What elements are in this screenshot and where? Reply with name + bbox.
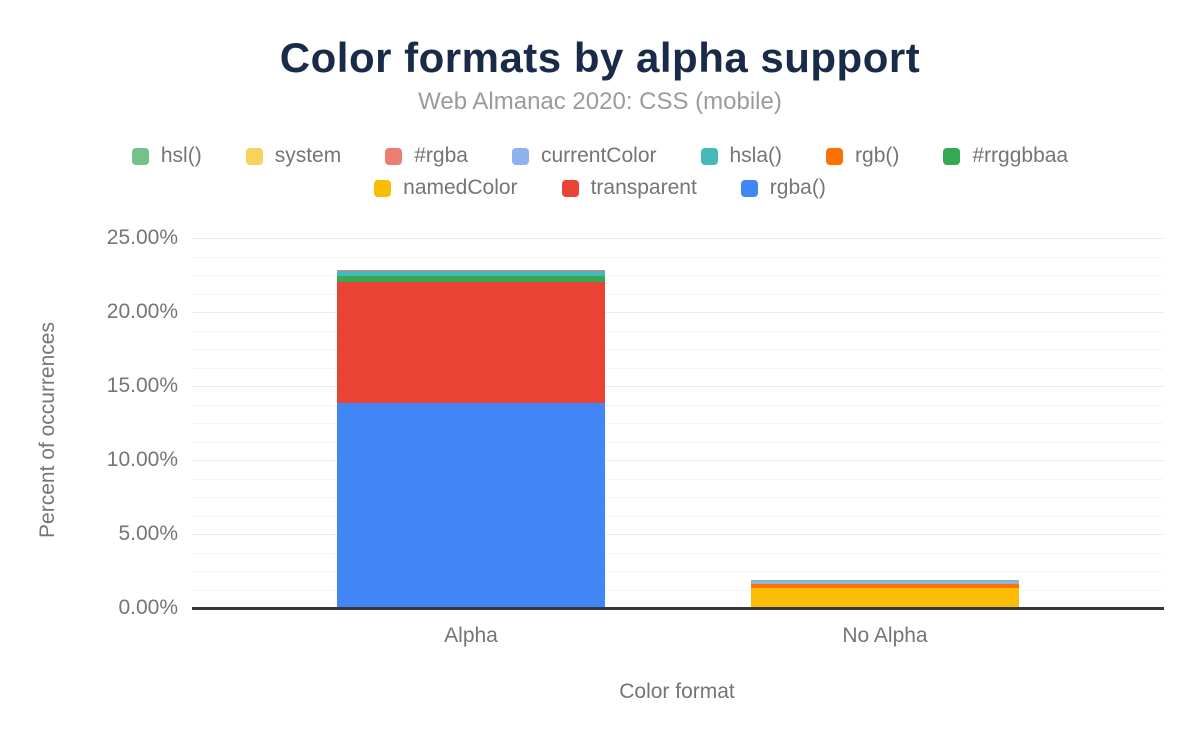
gridline-minor-8.75 [192, 478, 1164, 480]
gridline-minor-17.5 [192, 349, 1164, 350]
legend-label-system: system [274, 144, 342, 167]
legend-swatch-hsla [700, 147, 718, 165]
gridline-major-20 [192, 312, 1164, 313]
x-axis-baseline [192, 607, 1164, 610]
x-category-label-alpha: Alpha [444, 624, 498, 647]
legend-swatch-rgba [740, 179, 758, 197]
legend-item-transparent: transparent [561, 176, 697, 199]
y-tick-label-20: 20.00% [106, 300, 178, 323]
chart-subtitle: Web Almanac 2020: CSS (mobile) [418, 88, 782, 115]
legend-swatch-rgba [385, 147, 403, 165]
legend-item-hsl: hsl() [131, 144, 202, 167]
bar-segment-no-alpha-rgb[interactable] [751, 583, 1019, 588]
gridline-minor-2.5 [192, 571, 1164, 572]
gridline-minor-22.5 [192, 275, 1164, 276]
bar-segment-no-alpha-namedcolor[interactable] [751, 587, 1019, 608]
gridline-minor-1.25 [192, 589, 1164, 591]
legend-swatch-transparent [561, 179, 579, 197]
legend-swatch-system [245, 147, 263, 165]
legend-swatch-rgb [826, 147, 844, 165]
legend-item-currentcolor: currentColor [511, 144, 657, 167]
legend-label-namedcolor: namedColor [403, 176, 518, 199]
legend-swatch-currentcolor [511, 147, 529, 165]
y-axis-title: Percent of occurrences [36, 322, 59, 538]
bar-segment-no-alpha-currentcolor[interactable] [751, 580, 1019, 584]
y-tick-label-5: 5.00% [118, 522, 178, 545]
gridline-minor-21.25 [192, 293, 1164, 295]
y-tick-label-10: 10.00% [106, 448, 178, 471]
y-tick-label-0: 0.00% [118, 596, 178, 619]
legend-label-rgba: #rgba [414, 144, 468, 167]
x-axis-title: Color format [619, 680, 735, 703]
chart-title: Color formats by alpha support [279, 34, 921, 81]
gridline-major-25 [192, 238, 1164, 239]
legend-label-currentcolor: currentColor [540, 144, 657, 167]
legend-label-hsl: hsl() [160, 144, 202, 167]
x-category-label-no-alpha: No Alpha [842, 624, 928, 647]
legend-item-rgb: rgb() [826, 144, 900, 167]
gridline-minor-16.25 [192, 367, 1164, 369]
gridline-minor-3.75 [192, 552, 1164, 554]
legend-item-rrggbbaa: #rrggbbaa [943, 144, 1069, 167]
legend-label-transparent: transparent [590, 176, 697, 199]
legend-swatch-hsl [131, 147, 149, 165]
legend-label-rgb: rgb() [855, 144, 900, 167]
legend-row-2: namedColor transparent rgba() [0, 176, 1200, 199]
legend-swatch-rrggbbaa [943, 147, 961, 165]
bar-segment-alpha-transparent[interactable] [337, 282, 605, 404]
legend-item-namedcolor: namedColor [374, 176, 518, 199]
gridline-minor-18.75 [192, 330, 1164, 332]
legend-item-rgba: #rgba [385, 144, 468, 167]
legend-item-rgba: rgba() [740, 176, 826, 199]
gridline-minor-11.25 [192, 441, 1164, 443]
gridline-minor-23.75 [192, 256, 1164, 258]
bar-segment-alpha-rrggbbaa[interactable] [337, 276, 605, 283]
bar-segment-alpha-hsla[interactable] [337, 269, 605, 277]
legend-swatch-namedcolor [374, 179, 392, 197]
legend-item-hsla: hsla() [700, 144, 783, 167]
legend-label-rrggbbaa: #rrggbbaa [972, 144, 1069, 167]
bar-segment-alpha-rgba[interactable] [337, 403, 605, 608]
legend-label-rgba: rgba() [769, 176, 826, 199]
gridline-major-5 [192, 534, 1164, 535]
legend-label-hsla: hsla() [729, 144, 783, 167]
legend-row-1: hsl() system #rgba currentColor hsla() rgb() #… [0, 144, 1200, 167]
y-tick-label-15: 15.00% [106, 374, 178, 397]
gridline-minor-13.75 [192, 404, 1164, 406]
gridline-major-10 [192, 460, 1164, 461]
gridline-minor-7.5 [192, 497, 1164, 498]
gridline-major-15 [192, 386, 1164, 387]
gridline-minor-6.25 [192, 515, 1164, 517]
gridline-minor-12.5 [192, 423, 1164, 424]
y-tick-label-25: 25.00% [106, 226, 178, 249]
legend-item-system: system [245, 144, 342, 167]
